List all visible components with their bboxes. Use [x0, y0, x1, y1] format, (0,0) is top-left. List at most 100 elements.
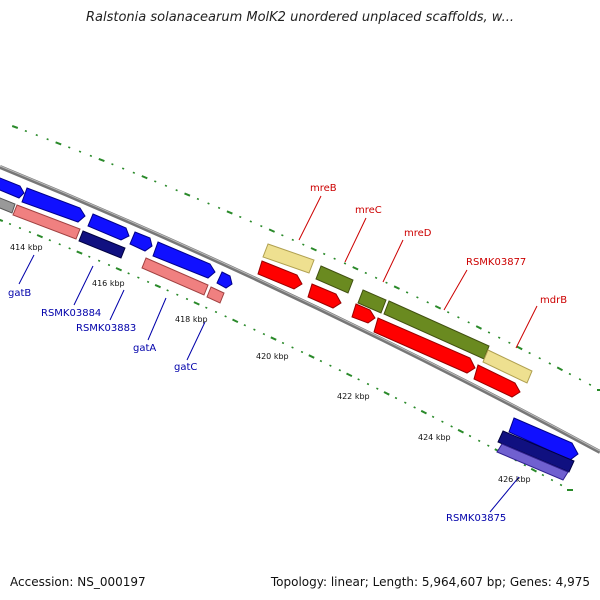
gene-arrow[interactable]: [508, 417, 579, 461]
gene-arrow[interactable]: [216, 271, 233, 289]
genome-summary: Topology: linear; Length: 5,964,607 bp; …: [270, 575, 590, 589]
kbp-label: 414 kbp: [10, 243, 43, 252]
tick-mark: [58, 243, 61, 246]
tick-mark: [176, 293, 179, 296]
tick-mark: [137, 276, 140, 279]
gene-label[interactable]: gatB: [8, 288, 31, 299]
gene-block[interactable]: [496, 443, 569, 481]
tick-mark: [239, 215, 242, 219]
gene-block[interactable]: [141, 257, 209, 296]
tick-mark: [98, 157, 105, 163]
kbp-label: 416 kbp: [92, 279, 125, 288]
tick-mark: [0, 218, 4, 223]
gene-block[interactable]: [12, 204, 81, 240]
tick-mark: [281, 341, 285, 345]
gene-label[interactable]: RSMK03883: [76, 323, 136, 334]
tick-mark: [559, 483, 563, 487]
inner-tick-track: [0, 218, 573, 491]
tick-mark: [508, 341, 511, 344]
tick-mark: [530, 467, 537, 473]
right-genes: [496, 417, 579, 481]
gene-arrow[interactable]: [351, 303, 376, 324]
tick-mark: [68, 247, 71, 250]
gene-arrow[interactable]: [129, 231, 153, 252]
tick-mark: [310, 247, 317, 252]
gene-label[interactable]: mreB: [310, 183, 337, 194]
leader-line: [515, 305, 538, 349]
gene-block[interactable]: [497, 430, 575, 473]
gene-arrow[interactable]: [373, 317, 476, 374]
gene-label[interactable]: mreD: [404, 228, 432, 239]
tick-mark: [243, 324, 247, 327]
tick-mark: [426, 301, 429, 304]
tick-mark: [477, 439, 481, 443]
tick-mark: [516, 345, 523, 351]
leader-line: [109, 289, 125, 321]
reverse-genes-left: [0, 196, 225, 304]
gene-label[interactable]: gatC: [174, 362, 197, 373]
tick-mark: [185, 297, 189, 301]
kbp-labels: 414 kbp 416 kbp 418 kbp 420 kbp 422 kbp …: [10, 243, 531, 484]
tick-mark: [154, 283, 161, 289]
tick-mark: [291, 238, 295, 242]
gene-label[interactable]: mreC: [355, 205, 382, 216]
tick-mark: [154, 180, 157, 183]
tick-mark: [441, 420, 444, 423]
tick-mark: [383, 391, 390, 396]
gene-label[interactable]: mdrB: [540, 295, 567, 306]
gene-block[interactable]: [78, 230, 126, 259]
tick-mark: [300, 350, 304, 354]
gene-arrow[interactable]: [257, 260, 303, 290]
tick-track: [11, 125, 600, 391]
gene-block[interactable]: [482, 349, 533, 384]
gene-block[interactable]: [206, 286, 225, 304]
tick-mark: [55, 141, 62, 146]
tick-mark: [357, 378, 360, 381]
tick-mark: [468, 434, 472, 438]
tick-mark: [78, 150, 82, 153]
tick-mark: [413, 406, 416, 409]
gene-block[interactable]: [262, 243, 315, 274]
gene-labels-red: mreB mreC mreD RSMK03877 mdrB: [310, 183, 567, 306]
gene-arrow[interactable]: [21, 187, 86, 223]
gene-arrow[interactable]: [0, 176, 25, 199]
tick-mark: [224, 315, 227, 318]
gene-block-gray[interactable]: [0, 196, 16, 214]
tick-mark: [46, 138, 49, 141]
tick-mark: [262, 332, 266, 336]
gene-arrow[interactable]: [152, 241, 216, 279]
tick-mark: [146, 280, 150, 284]
tick-mark: [260, 224, 263, 228]
tick-mark: [568, 372, 572, 376]
gene-arrow[interactable]: [473, 364, 521, 398]
gene-arrow[interactable]: [87, 213, 130, 241]
accession-text: Accession: NS_000197: [10, 575, 146, 589]
tick-mark: [217, 206, 221, 210]
gene-label[interactable]: gatA: [133, 343, 156, 354]
tick-mark: [270, 336, 277, 341]
gene-label[interactable]: RSMK03884: [41, 308, 101, 319]
tick-mark: [302, 243, 305, 246]
kbp-label: 420 kbp: [256, 352, 289, 361]
tick-mark: [343, 262, 347, 265]
tick-mark: [376, 387, 379, 390]
gene-block[interactable]: [315, 265, 354, 294]
leader-line: [489, 476, 520, 513]
tick-mark: [374, 276, 378, 280]
gene-label[interactable]: RSMK03877: [466, 257, 526, 268]
tick-mark: [141, 175, 148, 180]
tick-mark: [548, 362, 552, 365]
tick-mark: [24, 129, 28, 133]
tick-mark: [457, 428, 464, 434]
leader-line: [382, 239, 404, 283]
tick-mark: [578, 378, 582, 381]
tick-mark: [528, 351, 531, 355]
gene-block[interactable]: [357, 289, 387, 314]
tick-mark: [420, 409, 427, 415]
tick-mark: [434, 305, 442, 310]
tick-mark: [308, 354, 315, 359]
gene-arrow[interactable]: [307, 283, 342, 309]
gene-label[interactable]: RSMK03875: [446, 513, 506, 524]
tick-mark: [127, 272, 130, 275]
